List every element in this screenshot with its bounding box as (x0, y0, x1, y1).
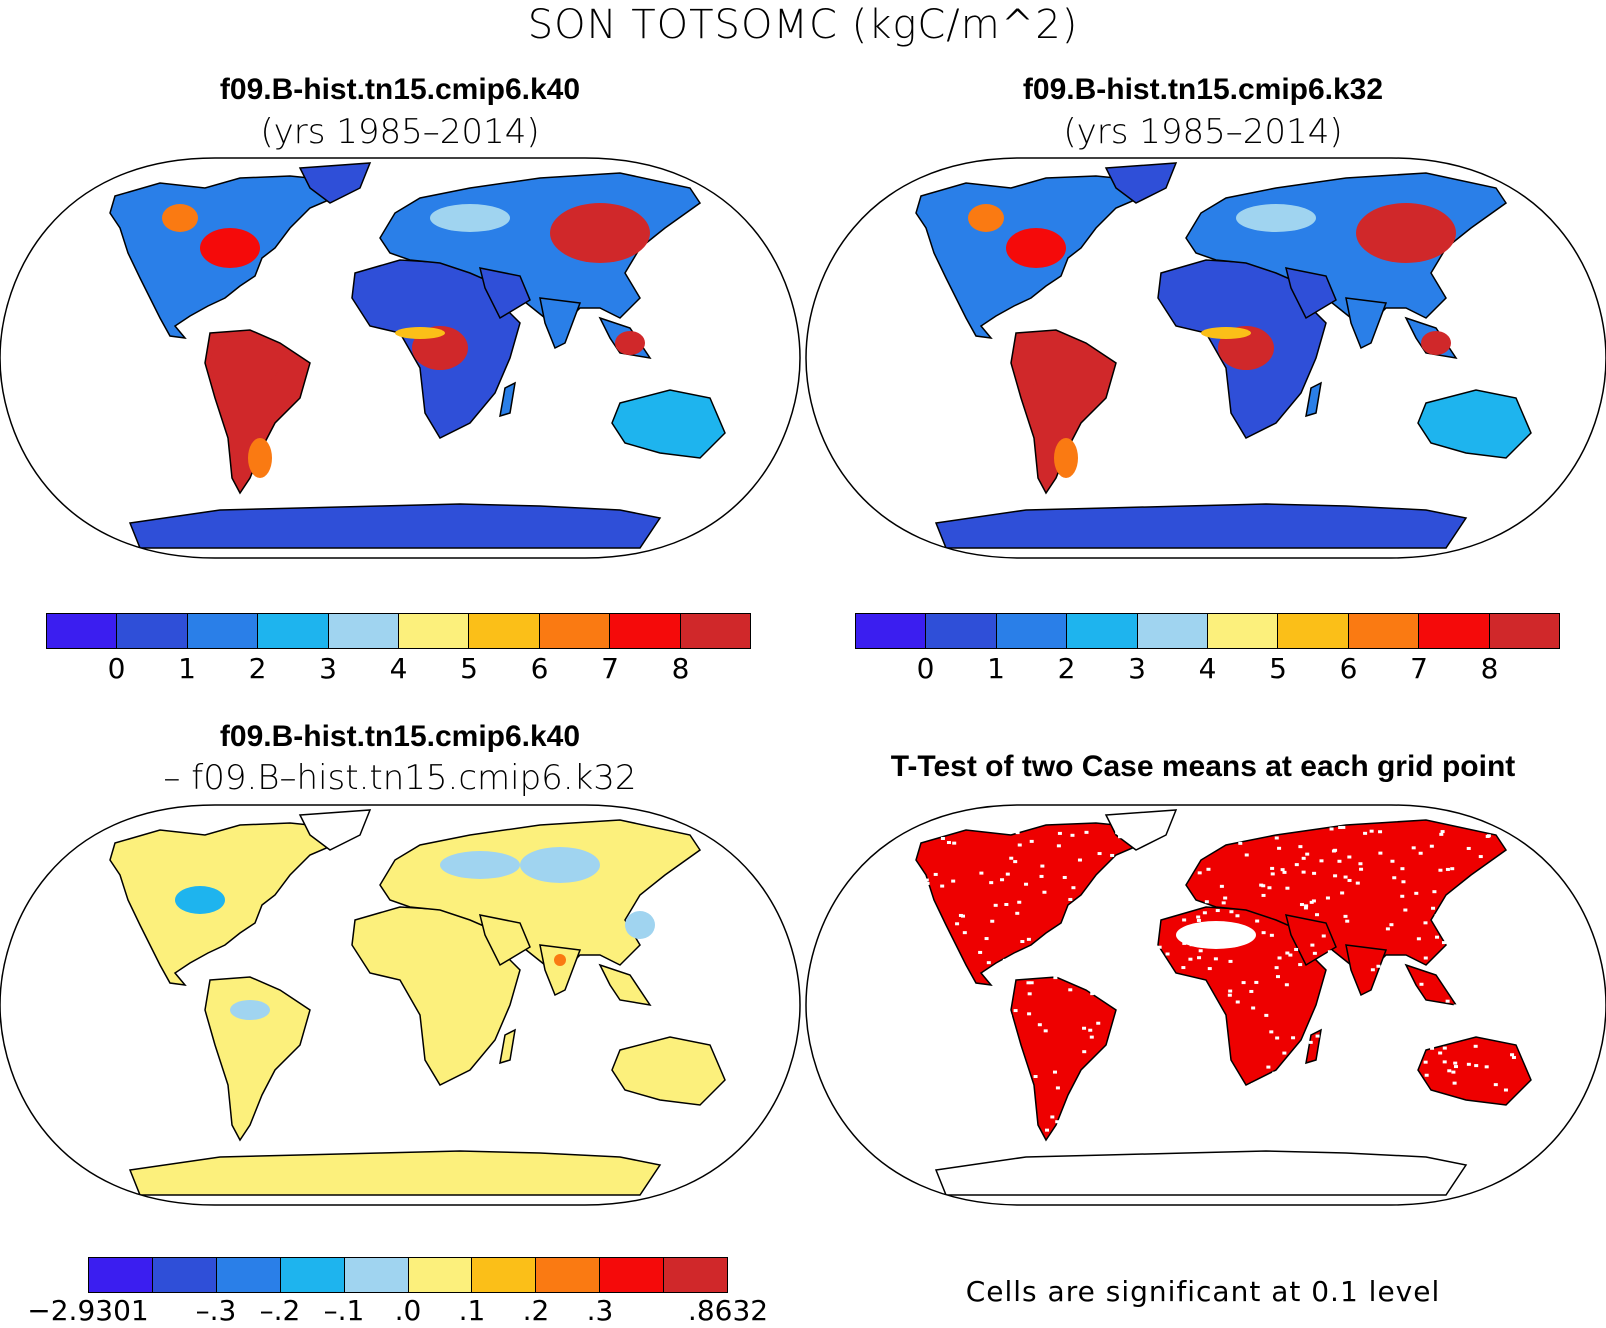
colorbar-tick-label: 4 (389, 652, 408, 685)
colorbar-swatch (1137, 614, 1209, 648)
colorbar-swatch (536, 1258, 601, 1292)
colorbar-swatch (399, 614, 470, 648)
colorbar-tick-label: 2 (1057, 652, 1076, 685)
colorbar-ticks-top-left: 0 1 2 3 4 5 6 7 8 (46, 652, 751, 688)
figure-title: SON TOTSOMC (kgC/m^2) (527, 2, 1079, 48)
panel-title-bottom-left: f09.B-hist.tn15.cmip6.k40 (219, 720, 581, 753)
panel-subtitle-top-left: (yrs 1985–2014) (260, 112, 540, 152)
colorbar-swatch (216, 1258, 281, 1292)
colorbar-tick-label: .3 (586, 1294, 614, 1327)
colorbar-tick-label: 6 (1339, 652, 1358, 685)
colorbar-tick-label: 0 (916, 652, 935, 685)
colorbar-tick-label: –.1 (323, 1294, 365, 1327)
colorbar-swatch (1348, 614, 1420, 648)
colorbar-tick-label: 7 (601, 652, 619, 685)
colorbar-swatch (280, 1258, 345, 1292)
colorbar-swatch (469, 614, 540, 648)
panel-title-top-left: f09.B-hist.tn15.cmip6.k40 (219, 73, 581, 106)
colorbar-tick-label: –.2 (259, 1294, 301, 1327)
colorbar-swatch (664, 1258, 728, 1292)
colorbar-swatch (1278, 614, 1349, 648)
colorbar-tick-label: .2 (522, 1294, 550, 1327)
colorbar-top-left (46, 613, 751, 649)
colorbar-tick-label: 5 (1269, 652, 1287, 685)
colorbar-swatch (610, 614, 681, 648)
map-top-left (0, 157, 801, 559)
colorbar-swatch (472, 1258, 537, 1292)
colorbar-tick-label: .1 (458, 1294, 486, 1327)
colorbar-swatch (258, 614, 329, 648)
panel-subtitle-top-right: (yrs 1985–2014) (1063, 112, 1343, 152)
colorbar-swatch (47, 614, 118, 648)
colorbar-bottom-left (88, 1257, 728, 1293)
colorbar-swatch (187, 614, 259, 648)
map-top-right (805, 157, 1606, 559)
colorbar-tick-label: .0 (394, 1294, 422, 1327)
colorbar-tick-label: 8 (1480, 652, 1499, 685)
colorbar-ticks-top-right: 0 1 2 3 4 5 6 7 8 (855, 652, 1560, 688)
colorbar-swatch (117, 614, 188, 648)
colorbar-tick-label: 1 (178, 652, 196, 685)
colorbar-swatch (926, 614, 997, 648)
colorbar-tick-label: 4 (1198, 652, 1217, 685)
panel-title-bottom-right: T-Test of two Case means at each grid po… (890, 750, 1516, 783)
colorbar-tick-label: −2.9301 (27, 1294, 149, 1327)
colorbar-swatch (1208, 614, 1279, 648)
colorbar-tick-label: –.3 (195, 1294, 237, 1327)
colorbar-swatch (856, 614, 927, 648)
colorbar-swatch (1489, 614, 1560, 648)
colorbar-top-right (855, 613, 1560, 649)
colorbar-tick-label: 6 (530, 652, 549, 685)
colorbar-tick-label: .8632 (687, 1294, 769, 1327)
colorbar-ticks-bottom-left: −2.9301 –.3 –.2 –.1 .0 .1 .2 .3 .8632 (27, 1294, 768, 1328)
colorbar-swatch (600, 1258, 665, 1292)
panel-title-top-right: f09.B-hist.tn15.cmip6.k32 (1022, 73, 1384, 106)
colorbar-tick-label: 8 (671, 652, 690, 685)
colorbar-swatch (328, 614, 400, 648)
colorbar-tick-label: 3 (1128, 652, 1146, 685)
colorbar-tick-label: 3 (319, 652, 337, 685)
colorbar-tick-label: 2 (248, 652, 267, 685)
colorbar-swatch (680, 614, 751, 648)
colorbar-swatch (89, 1258, 153, 1292)
colorbar-swatch (996, 614, 1068, 648)
map-bottom-right (805, 804, 1606, 1206)
colorbar-swatch (539, 614, 611, 648)
colorbar-tick-label: 5 (460, 652, 478, 685)
colorbar-swatch (344, 1258, 409, 1292)
map-bottom-left (0, 804, 801, 1206)
colorbar-swatch (408, 1258, 473, 1292)
colorbar-tick-label: 0 (107, 652, 126, 685)
colorbar-swatch (1419, 614, 1490, 648)
panel-subtitle-bottom-left: – f09.B–hist.tn15.cmip6.k32 (163, 758, 637, 798)
significance-note: Cells are significant at 0.1 level (965, 1275, 1441, 1308)
colorbar-tick-label: 7 (1410, 652, 1428, 685)
colorbar-swatch (152, 1258, 217, 1292)
colorbar-swatch (1067, 614, 1138, 648)
colorbar-tick-label: 1 (987, 652, 1005, 685)
